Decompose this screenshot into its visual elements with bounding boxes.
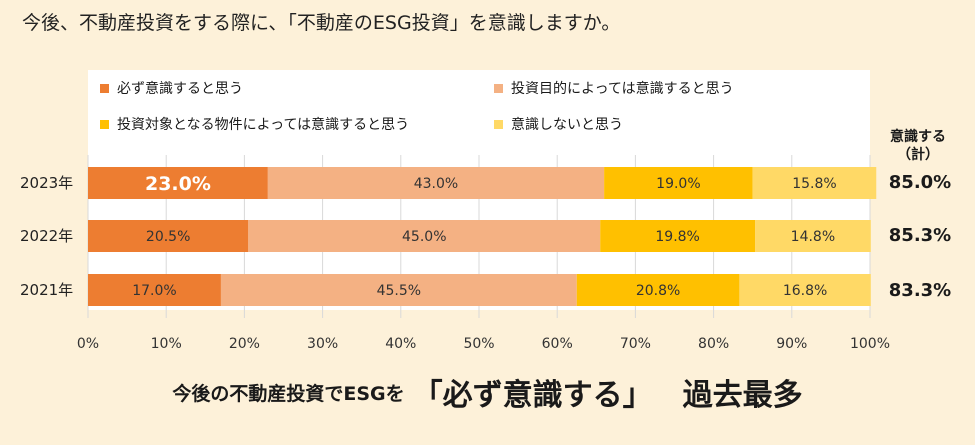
- legend-label-1: 必ず意識すると思う: [117, 81, 243, 97]
- legend-label-3: 投資対象となる物件によっては意識すると思う: [117, 117, 410, 133]
- data-label-1-3: 14.8%: [791, 229, 835, 245]
- total-header-line2: （計）: [897, 147, 939, 163]
- bar-0-1: [267, 167, 605, 199]
- legend-swatch-1: [100, 83, 109, 93]
- bar-0-2: [604, 167, 753, 199]
- legend-item-1: 必ず意識すると思う: [100, 78, 243, 98]
- legend-item-4: 意識しないと思う: [494, 114, 623, 134]
- x-tick-label-6: 60%: [542, 336, 573, 352]
- bar-2-0: [88, 274, 221, 306]
- data-label-0-0: 23.0%: [145, 173, 211, 195]
- x-tick-label-10: 100%: [850, 336, 890, 352]
- total-value-2022: 85.3%: [888, 225, 952, 246]
- data-label-2-1: 45.5%: [377, 283, 421, 299]
- data-label-2-0: 17.0%: [132, 283, 176, 299]
- chart-legend: 必ず意識すると思う 投資目的によっては意識すると思う 投資対象となる物件によって…: [100, 78, 870, 140]
- bar-1-3: [755, 220, 871, 252]
- legend-item-2: 投資目的によっては意識すると思う: [494, 78, 734, 98]
- bar-2-1: [220, 274, 577, 306]
- bar-0-3: [752, 167, 877, 199]
- x-tick-label-3: 30%: [307, 336, 338, 352]
- data-label-1-1: 45.0%: [402, 229, 446, 245]
- x-tick-label-4: 40%: [385, 336, 416, 352]
- x-tick-label-9: 90%: [776, 336, 807, 352]
- data-label-0-2: 19.0%: [656, 176, 700, 192]
- legend-swatch-3: [100, 119, 109, 129]
- x-tick-label-2: 20%: [229, 336, 260, 352]
- category-label-0: 2023年: [20, 174, 73, 192]
- bar-1-0: [88, 220, 249, 252]
- data-label-1-2: 19.8%: [655, 229, 699, 245]
- legend-swatch-4: [494, 119, 503, 129]
- data-label-2-3: 16.8%: [783, 283, 827, 299]
- x-tick-label-7: 70%: [620, 336, 651, 352]
- x-tick-label-5: 50%: [463, 336, 494, 352]
- conclusion-banner: 今後の不動産投資でESGを 「必ず意識する」 過去最多: [0, 370, 975, 414]
- legend-item-3: 投資対象となる物件によっては意識すると思う: [100, 114, 409, 134]
- bar-0-0: [88, 167, 268, 199]
- bar-2-3: [739, 274, 871, 306]
- data-label-0-3: 15.8%: [792, 176, 836, 192]
- x-tick-label-0: 0%: [77, 336, 99, 352]
- bar-1-1: [248, 220, 601, 252]
- page-title: 今後、不動産投資をする際に、「不動産のESG投資」を意識しますか。: [22, 12, 621, 34]
- stacked-bar-chart: 0% 10% 20% 30% 40% 50% 60% 70% 80% 90% 100% 2023年 23…: [20, 155, 890, 352]
- x-tick-label-8: 80%: [698, 336, 729, 352]
- total-header-line1: 意識する: [890, 129, 946, 145]
- legend-swatch-2: [494, 83, 503, 93]
- data-label-0-1: 43.0%: [414, 176, 458, 192]
- x-tick-label-1: 10%: [151, 336, 182, 352]
- category-label-1: 2022年: [20, 227, 73, 245]
- category-label-2: 2021年: [20, 281, 73, 299]
- legend-label-4: 意識しないと思う: [511, 117, 623, 133]
- conclusion-tail: 過去最多: [682, 378, 803, 413]
- bar-2-2: [576, 274, 740, 306]
- total-value-2023: 85.0%: [888, 172, 952, 193]
- total-header: 意識する （計）: [880, 128, 956, 164]
- data-label-2-2: 20.8%: [636, 283, 680, 299]
- bar-1-2: [600, 220, 756, 252]
- conclusion-lead: 今後の不動産投資でESGを: [172, 382, 405, 405]
- data-label-1-0: 20.5%: [146, 229, 190, 245]
- total-value-2021: 83.3%: [888, 280, 952, 301]
- conclusion-emphasis: 「必ず意識する」: [412, 378, 653, 413]
- legend-label-2: 投資目的によっては意識すると思う: [511, 81, 734, 97]
